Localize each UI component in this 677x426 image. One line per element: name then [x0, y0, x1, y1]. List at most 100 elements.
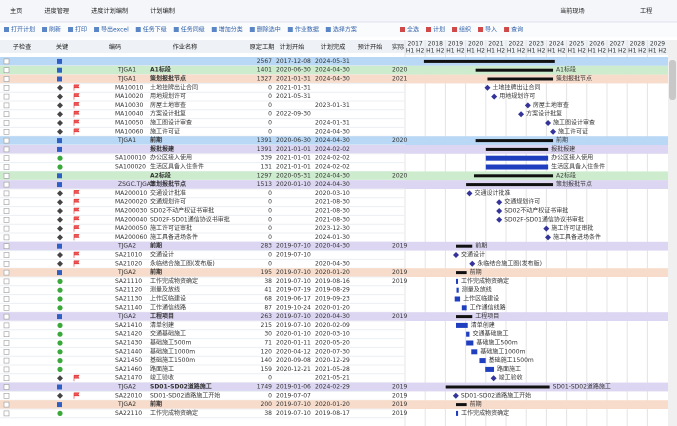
- row-checkbox[interactable]: [3, 357, 10, 364]
- tool-button[interactable]: 计划: [433, 26, 445, 34]
- row-checkbox[interactable]: [3, 137, 10, 144]
- column-header[interactable]: 预计开始: [358, 43, 383, 51]
- tool-button[interactable]: 删除选中: [257, 26, 281, 34]
- row-checkbox[interactable]: [3, 199, 10, 205]
- tool-icon[interactable]: [249, 27, 255, 32]
- tool-icon[interactable]: [4, 27, 9, 32]
- half-label: H1: [406, 48, 415, 55]
- task-name: 交通规划许可: [150, 198, 186, 206]
- tool-icon[interactable]: [94, 27, 100, 32]
- row-checkbox[interactable]: [3, 304, 10, 311]
- row-checkbox[interactable]: [3, 58, 10, 65]
- tool-button[interactable]: 作业数据: [295, 26, 319, 34]
- column-header[interactable]: 关键: [56, 43, 68, 51]
- row-checkbox[interactable]: [3, 67, 10, 73]
- column-header[interactable]: 原定工期: [250, 43, 275, 51]
- task-baseline: 2019: [392, 384, 407, 391]
- task-baseline: 2019: [392, 392, 407, 399]
- column-header[interactable]: 计划开始: [280, 43, 305, 51]
- nav-tab[interactable]: 主页: [10, 7, 22, 15]
- column-header[interactable]: 作业名称: [173, 43, 198, 51]
- task-code: SA21410: [115, 322, 142, 329]
- tool-icon[interactable]: [504, 27, 510, 32]
- nav-tab[interactable]: 进度计划编制: [91, 7, 128, 15]
- row-checkbox[interactable]: [3, 243, 10, 249]
- row-checkbox[interactable]: [3, 252, 10, 258]
- row-checkbox[interactable]: [3, 120, 10, 126]
- row-checkbox[interactable]: [3, 278, 10, 285]
- task-code: MA10030: [115, 102, 144, 109]
- row-checkbox[interactable]: [3, 208, 10, 214]
- column-header[interactable]: 子检查: [13, 43, 32, 51]
- row-checkbox[interactable]: [3, 384, 10, 390]
- row-checkbox[interactable]: [3, 331, 10, 338]
- tool-icon[interactable]: [135, 27, 141, 32]
- tool-icon[interactable]: [478, 27, 484, 32]
- nav-tab[interactable]: 进度管理: [44, 7, 69, 15]
- tool-button[interactable]: 选择方案: [333, 26, 357, 34]
- row-checkbox[interactable]: [3, 392, 10, 399]
- tool-button[interactable]: 组织: [459, 26, 471, 34]
- task-duration: 283: [261, 243, 273, 250]
- row-checkbox[interactable]: [3, 111, 10, 117]
- row-checkbox[interactable]: [3, 181, 10, 188]
- row-checkbox[interactable]: [3, 340, 10, 346]
- tool-button[interactable]: 全选: [407, 26, 419, 34]
- tool-button[interactable]: 查询: [511, 26, 523, 34]
- tool-icon[interactable]: [42, 27, 48, 32]
- tool-button[interactable]: 任务下级: [143, 26, 167, 34]
- row-checkbox[interactable]: [3, 146, 10, 153]
- tool-icon[interactable]: [173, 27, 179, 32]
- row-checkbox[interactable]: [3, 410, 10, 417]
- bar-label: 基础施工1000m: [480, 347, 525, 355]
- tool-button[interactable]: 导出excel: [101, 26, 129, 34]
- row-checkbox[interactable]: [3, 173, 10, 179]
- tool-icon[interactable]: [325, 27, 331, 32]
- row-checkbox[interactable]: [3, 76, 10, 82]
- tool-icon[interactable]: [426, 27, 432, 32]
- tool-button[interactable]: 导入: [485, 27, 497, 34]
- column-header[interactable]: 计划完成: [321, 43, 346, 51]
- row-highlight: [0, 400, 668, 409]
- tool-button[interactable]: 打开计划: [11, 26, 35, 34]
- tool-icon[interactable]: [68, 27, 74, 32]
- tool-icon[interactable]: [452, 27, 458, 32]
- row-checkbox[interactable]: [3, 93, 10, 100]
- row-checkbox[interactable]: [3, 155, 10, 161]
- row-checkbox[interactable]: [3, 296, 10, 302]
- tool-button[interactable]: 打印: [75, 26, 87, 34]
- row-checkbox[interactable]: [3, 260, 10, 267]
- row-checkbox[interactable]: [3, 164, 10, 170]
- bar-label: 用地规划许可: [499, 92, 535, 100]
- tool-icon[interactable]: [400, 27, 405, 32]
- row-checkbox[interactable]: [3, 269, 10, 276]
- task-duration: 1749: [257, 384, 272, 391]
- row-checkbox[interactable]: [3, 102, 10, 109]
- task-baseline: 2019: [392, 269, 407, 276]
- row-checkbox[interactable]: [3, 225, 10, 232]
- tool-button[interactable]: 刷新: [49, 26, 61, 34]
- row-checkbox[interactable]: [3, 322, 10, 329]
- row-checkbox[interactable]: [3, 313, 10, 320]
- task-duration: 0: [268, 120, 272, 127]
- column-header[interactable]: 编码: [109, 43, 121, 51]
- tool-icon[interactable]: [211, 27, 217, 32]
- row-checkbox[interactable]: [3, 85, 10, 91]
- row-checkbox[interactable]: [3, 234, 10, 241]
- summary-bar: [475, 139, 554, 143]
- column-header[interactable]: 实际: [392, 43, 404, 51]
- row-checkbox[interactable]: [3, 129, 10, 135]
- row-checkbox[interactable]: [3, 366, 10, 373]
- tool-button[interactable]: 任务同级: [181, 26, 205, 34]
- row-checkbox[interactable]: [3, 287, 10, 294]
- tool-button[interactable]: 增加分类: [219, 26, 243, 34]
- row-checkbox[interactable]: [3, 375, 10, 382]
- tool-icon[interactable]: [287, 27, 293, 32]
- row-checkbox[interactable]: [3, 190, 10, 197]
- row-checkbox[interactable]: [3, 217, 10, 223]
- nav-tab[interactable]: 计划编制: [150, 7, 175, 15]
- site-value[interactable]: 工程: [640, 7, 652, 15]
- scroll-thumb[interactable]: [669, 60, 676, 100]
- row-checkbox[interactable]: [3, 401, 10, 408]
- row-checkbox[interactable]: [3, 348, 10, 355]
